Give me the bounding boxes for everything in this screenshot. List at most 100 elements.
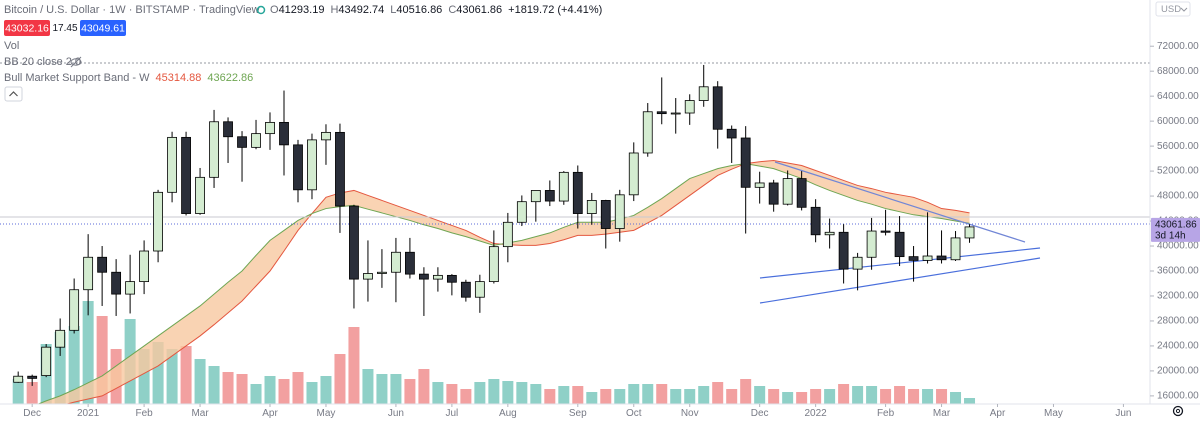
candle-body [824,231,835,236]
hidden-icon[interactable] [70,56,82,68]
volume-bar [404,379,416,404]
candle-body [125,281,136,295]
x-tick-label: May [1044,408,1063,419]
x-tick-label: Mar [191,408,209,419]
volume-bar [166,349,178,404]
ohlc-letter: H [330,4,338,16]
volume-bar [82,301,94,404]
collapse-button[interactable] [4,86,23,102]
volume-bar [740,379,752,404]
volume-bar [334,354,346,404]
volume-bar [320,376,332,404]
volume-bar [712,382,724,404]
volume-bar [432,382,444,404]
volume-bar [264,376,276,404]
volume-bar [894,386,906,404]
candle-body [446,274,457,283]
candle-body [544,190,555,202]
axes: 16000.00 20000.00 24000.00 28000.00 32000.00… [23,41,1200,419]
volume-bar [12,379,24,404]
volume-bar [950,392,962,404]
volume-bar [376,374,388,404]
x-tick-label: Nov [681,408,699,419]
band-name: Bull Market Support Band - W [4,72,150,84]
x-tick-label: Jun [1115,408,1131,419]
x-tick-label: Jun [388,408,404,419]
currency[interactable]: USD [1161,4,1181,15]
volume-bar [460,389,472,404]
volume-bar [96,316,108,404]
ohlc-values: O41293.19 H43492.74 L40516.86 C43061.86 +181… [270,4,602,16]
volume-bar [964,398,976,404]
volume-bar [698,386,710,404]
bid-price[interactable]: 43032.16 [5,22,49,34]
volume-bar [362,369,374,404]
volume-bar [26,382,38,404]
candle-body [111,271,122,295]
candle-body [27,375,38,379]
candle-body [740,137,751,188]
ask-price[interactable]: 43049.61 [81,22,125,34]
open-value: 41293.19 [279,4,325,16]
candle-body [293,144,303,191]
y-tick-label: 48000.00 [1157,191,1199,202]
change-value: +1819.72 (+4.41%) [508,4,602,16]
volume-bar [852,386,864,404]
volume-bar [502,381,514,404]
candle-body [698,86,709,101]
y-tick-label: 52000.00 [1157,166,1199,177]
currency-caret [1180,7,1188,12]
settings-icon[interactable] [1172,405,1184,417]
candle-body [209,121,219,178]
volume-bar [754,386,766,404]
volume-bar [922,389,934,404]
volume-bar [768,389,780,404]
trend-line [774,161,1026,243]
sell-box[interactable] [4,20,50,36]
candle-body [460,281,471,298]
x-tick-label: May [317,408,336,419]
candle-body [670,112,681,115]
candle-body [13,375,24,383]
volume-bar [544,389,556,404]
y-tick-label: 20000.00 [1157,366,1199,377]
buy-box[interactable] [80,20,126,36]
candle-body [335,131,345,207]
volume-bar [292,372,304,404]
y-tick-label: 36000.00 [1157,266,1199,277]
y-tick-label: 28000.00 [1157,316,1199,327]
candle-body [572,171,583,214]
y-tick-label: 72000.00 [1157,41,1199,52]
last-price: 43061.86 [1155,220,1197,231]
volume-bar [488,379,500,404]
volume-bar [194,359,206,404]
volume-bar [446,384,458,404]
x-tick-label: Oct [626,408,642,419]
currency-button[interactable] [1155,1,1191,17]
volume-bar [726,389,738,404]
volume-bar [656,384,668,404]
volume-bar [936,389,948,404]
y-tick-label: 68000.00 [1157,66,1199,77]
candle-body [838,231,849,270]
candle-body [516,201,527,223]
candle-body [41,346,52,376]
ohlc-letter: O [270,4,279,16]
ohlc-letter: L [390,4,396,16]
volume-bar [866,386,878,404]
candle-body [754,182,765,188]
candle-body [642,111,653,154]
y-tick-label: 32000.00 [1157,291,1199,302]
volume-bar [530,384,542,404]
volume-bar [474,382,486,404]
volume-bar [880,389,892,404]
volume-bar [586,392,598,404]
x-tick-label: Dec [751,408,769,419]
candle-body [894,231,905,258]
x-tick-label: Dec [23,408,41,419]
candle-body [866,230,877,258]
candle-body [656,111,667,115]
volume-bar [670,389,682,404]
volume-bar [558,386,570,404]
